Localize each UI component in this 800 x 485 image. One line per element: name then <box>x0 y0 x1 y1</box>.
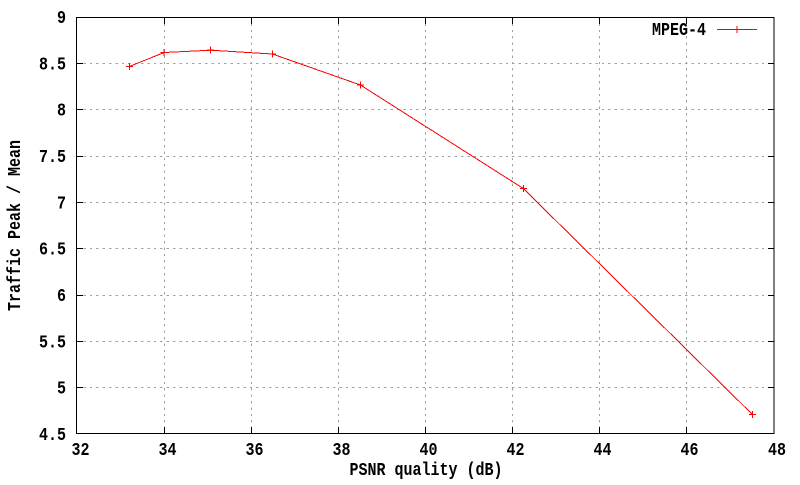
svg-text:9: 9 <box>57 9 66 29</box>
svg-text:6: 6 <box>57 287 66 307</box>
svg-text:42: 42 <box>507 441 525 461</box>
svg-text:8.5: 8.5 <box>39 55 66 75</box>
svg-text:6.5: 6.5 <box>39 241 66 261</box>
svg-text:48: 48 <box>768 441 786 461</box>
svg-text:38: 38 <box>333 441 351 461</box>
svg-text:34: 34 <box>159 441 177 461</box>
svg-text:Traffic Peak / Mean: Traffic Peak / Mean <box>6 140 26 311</box>
svg-text:32: 32 <box>72 441 90 461</box>
svg-text:36: 36 <box>246 441 264 461</box>
svg-text:4.5: 4.5 <box>39 426 66 446</box>
svg-text:7.5: 7.5 <box>39 148 66 168</box>
svg-text:46: 46 <box>681 441 699 461</box>
svg-text:8: 8 <box>57 102 66 122</box>
svg-text:44: 44 <box>594 441 612 461</box>
svg-text:5: 5 <box>57 380 66 400</box>
svg-text:MPEG-4: MPEG-4 <box>652 21 706 41</box>
svg-text:40: 40 <box>420 441 438 461</box>
svg-text:7: 7 <box>57 194 66 214</box>
svg-text:PSNR quality (dB): PSNR quality (dB) <box>350 461 503 480</box>
svg-text:5.5: 5.5 <box>39 333 66 353</box>
